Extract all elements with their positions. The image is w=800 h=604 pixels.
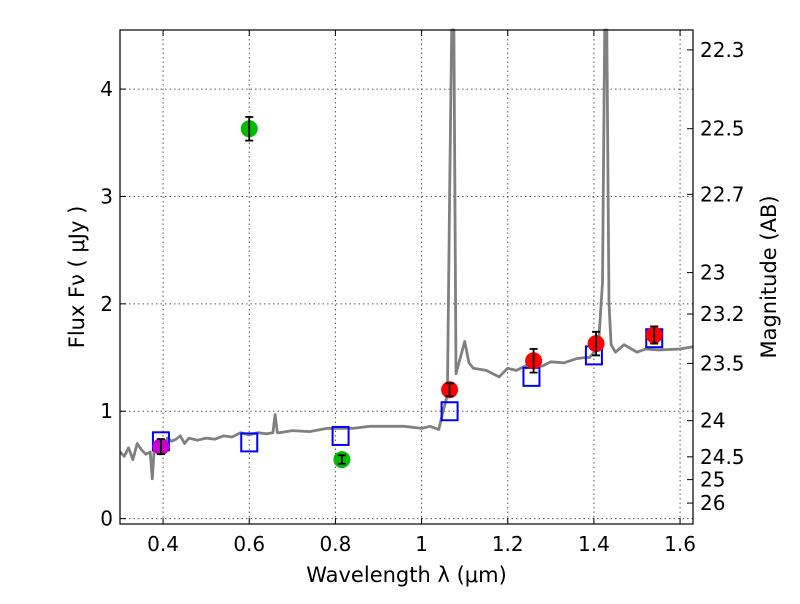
right-tick-label: 26 xyxy=(700,491,725,515)
model-point-square xyxy=(331,425,350,446)
right-tick-label: 23.2 xyxy=(700,302,745,326)
x-tick-label: 1.4 xyxy=(578,532,610,556)
x-axis-label: Wavelength λ (μm) xyxy=(306,563,507,587)
right-tick-label: 25 xyxy=(700,468,725,492)
x-tick-label: 1.6 xyxy=(664,532,696,556)
right-tick-label: 22.7 xyxy=(700,182,745,206)
x-tick-label: 0.8 xyxy=(320,532,352,556)
model-point-square xyxy=(240,432,259,453)
axis-ticks: 0.4 0.6 0.8 1 1.2 1.4 1.60123422.322.522.72323… xyxy=(100,30,745,556)
x-tick-label: 0.4 xyxy=(147,532,179,556)
right-tick-label: 24.5 xyxy=(700,445,745,469)
y-tick-label: 2 xyxy=(100,292,113,316)
observed-photometry-series xyxy=(152,116,663,469)
right-tick-label: 22.3 xyxy=(700,38,745,62)
right-tick-label: 23 xyxy=(700,261,725,285)
right-tick-label: 24 xyxy=(700,409,725,433)
x-tick-label: 1 xyxy=(415,532,428,556)
x-tick-label: 0.6 xyxy=(233,532,265,556)
y-axis-label: Flux Fν ( μJy ) xyxy=(65,206,89,349)
right-tick-label: 22.5 xyxy=(700,117,745,141)
y-tick-label: 3 xyxy=(100,184,113,208)
right-tick-label: 23.5 xyxy=(700,351,745,375)
model-point-square xyxy=(440,401,459,422)
grid-lines xyxy=(120,30,693,524)
x-tick-label: 1.2 xyxy=(492,532,524,556)
right-axis-label: Magnitude (AB) xyxy=(757,195,781,358)
model-photometry-series xyxy=(151,328,664,453)
y-tick-label: 4 xyxy=(100,77,113,101)
model-point-square xyxy=(522,366,541,387)
y-tick-label: 0 xyxy=(100,507,113,531)
y-tick-label: 1 xyxy=(100,399,113,423)
plot-frame xyxy=(119,29,694,525)
